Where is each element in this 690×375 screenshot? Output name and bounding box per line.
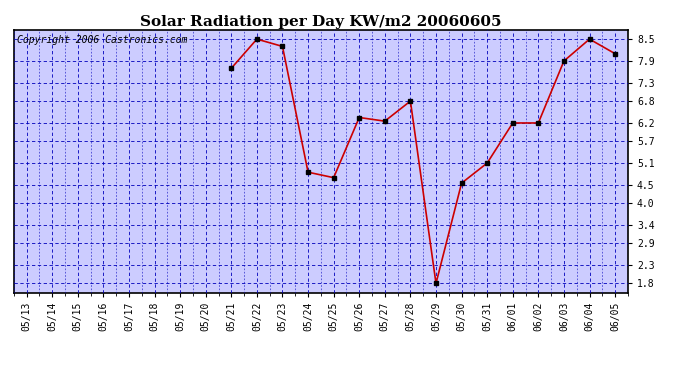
Title: Solar Radiation per Day KW/m2 20060605: Solar Radiation per Day KW/m2 20060605: [140, 15, 502, 29]
Text: Copyright 2006 Castronics.com: Copyright 2006 Castronics.com: [17, 35, 187, 45]
